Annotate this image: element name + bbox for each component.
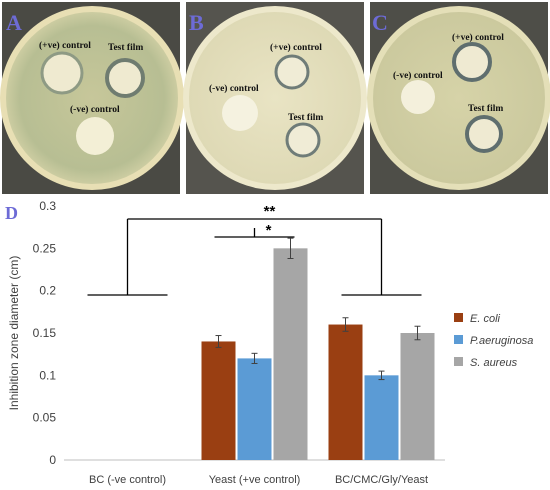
label-negative-control-c: (-ve) control: [393, 70, 443, 81]
y-tick-label: 0.1: [39, 368, 56, 382]
bar: [237, 358, 272, 460]
x-tick-label: BC/CMC/Gly/Yeast: [335, 474, 428, 486]
panel-letter-c: C: [372, 10, 388, 35]
panel-letter-b: B: [189, 10, 204, 35]
panel-letter-a: A: [6, 10, 22, 35]
test-film-disc: [285, 122, 321, 158]
legend-swatch: [454, 357, 463, 366]
x-axis: BC (-ve control) Yeast (+ve control) BC/CM…: [64, 459, 445, 486]
y-axis: 0 0.05 0.1 0.15 0.2 0.25 0.3: [33, 199, 57, 467]
y-tick-label: 0.15: [33, 326, 57, 340]
y-axis-label: Inhibition zone diameter (cm): [7, 256, 21, 411]
test-film-disc: [105, 58, 145, 98]
y-tick-label: 0.2: [39, 284, 56, 298]
bar: [328, 324, 363, 460]
significance-double: **: [264, 203, 276, 220]
label-positive-control-b: (+ve) control: [270, 42, 322, 53]
plate-photo-b: [183, 2, 367, 194]
label-test-film-b: Test film: [288, 113, 323, 123]
legend-swatch: [454, 335, 463, 344]
bar: [364, 375, 399, 460]
legend-label: S. aureus: [470, 357, 518, 369]
x-tick-label: Yeast (+ve control): [209, 474, 301, 486]
agar-plate-photos: A (+ve) control Test film (-ve) control …: [0, 2, 550, 194]
y-tick-label: 0: [49, 453, 56, 467]
legend-label: E. coli: [470, 313, 501, 325]
label-test-film-c: Test film: [468, 104, 503, 114]
y-tick-label: 0.05: [33, 411, 57, 425]
label-negative-control-a: (-ve) control: [70, 104, 120, 115]
significance-single: *: [266, 222, 272, 239]
y-tick-label: 0.3: [39, 199, 56, 213]
x-tick-label: BC (-ve control): [89, 474, 166, 486]
panel-letter-d: D: [5, 203, 18, 223]
negative-control-disc: [401, 80, 435, 114]
negative-control-disc: [222, 95, 258, 131]
label-negative-control-b: (-ve) control: [209, 83, 259, 94]
bar: [273, 248, 308, 460]
positive-control-disc: [40, 51, 84, 95]
label-test-film-a: Test film: [108, 43, 143, 53]
y-tick-label: 0.25: [33, 241, 57, 255]
positive-control-disc: [452, 42, 492, 82]
plate-photo-a: [0, 2, 184, 194]
bars: [201, 237, 435, 460]
bar: [400, 333, 435, 460]
legend-swatch: [454, 313, 463, 322]
positive-control-disc: [274, 54, 310, 90]
label-positive-control-a: (+ve) control: [39, 40, 91, 51]
legend: E. coli P.aeruginosa S. aureus: [454, 313, 533, 369]
label-positive-control-c: (+ve) control: [452, 32, 504, 43]
plate-photo-c: [367, 2, 550, 194]
significance-brackets: ***: [87, 203, 422, 296]
negative-control-disc: [76, 117, 114, 155]
test-film-disc: [465, 115, 503, 153]
legend-label: P.aeruginosa: [470, 335, 533, 347]
bar: [201, 341, 236, 460]
